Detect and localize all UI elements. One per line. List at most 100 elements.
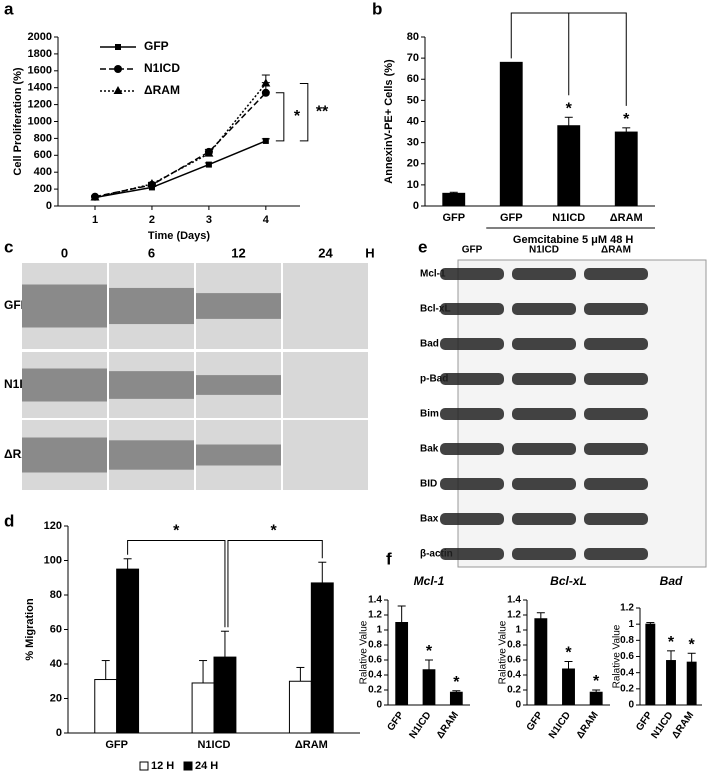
y-tick-label: 0.2 <box>368 685 382 696</box>
blot-row: BID <box>420 479 437 490</box>
x-tick-label: N1ICD <box>547 710 573 741</box>
blot-band <box>512 478 576 490</box>
chart-title: Bcl-xL <box>550 574 587 588</box>
y-tick-label: 1600 <box>28 65 52 77</box>
marker <box>204 148 214 157</box>
blot-band <box>440 303 504 315</box>
y-tick-label: 1 <box>376 625 382 636</box>
blot-band <box>584 338 648 350</box>
scratch-gap <box>22 368 107 402</box>
marker <box>205 161 212 168</box>
x-tick-label: ΔRAM <box>295 739 328 751</box>
panel-label: b <box>372 0 382 18</box>
x-tick-label: N1ICD <box>552 212 585 224</box>
y-tick-label: 0.6 <box>507 655 521 666</box>
y-tick-label: 70 <box>407 52 419 64</box>
blot-band <box>512 408 576 420</box>
time-label: 24 <box>318 245 333 260</box>
y-tick-label: 1.4 <box>368 595 382 606</box>
y-tick-label: 0 <box>515 700 521 711</box>
y-tick-label: 0.6 <box>368 655 382 666</box>
bar <box>288 680 312 734</box>
blot-band <box>584 408 648 420</box>
bar <box>645 623 656 706</box>
y-tick-label: 1 <box>628 619 634 630</box>
annotation: * <box>426 643 433 660</box>
y-tick-label: 60 <box>50 623 62 635</box>
blot-row: Bad <box>420 339 439 350</box>
y-tick-label: 0 <box>376 700 382 711</box>
legend-label: N1ICD <box>144 61 180 75</box>
annotation: * <box>566 100 573 117</box>
marker <box>261 78 271 87</box>
y-tick-label: 0.2 <box>507 685 521 696</box>
blot-band <box>440 443 504 455</box>
y-tick-label: 100 <box>44 554 62 566</box>
x-tick-label: 3 <box>206 214 212 226</box>
blot-band <box>584 548 648 560</box>
panel-label: e <box>418 237 427 256</box>
y-tick-label: 1.4 <box>507 595 521 606</box>
blot-row: p-Bad <box>420 374 448 385</box>
x-tick-label: N1ICD <box>407 710 433 741</box>
y-tick-label: 600 <box>34 149 52 161</box>
x-tick-label: GFP <box>525 710 546 733</box>
scratch-gap <box>22 284 107 328</box>
blot-band <box>584 443 648 455</box>
y-tick-label: 0.8 <box>368 640 382 651</box>
y-tick-label: 30 <box>407 137 419 149</box>
y-tick-label: 0 <box>56 727 62 739</box>
blot-row: Bax <box>420 514 439 525</box>
x-tick-label: ΔRAM <box>575 710 601 741</box>
y-tick-label: 1.2 <box>620 603 634 614</box>
blot-band <box>584 513 648 525</box>
y-tick-label: 0.4 <box>620 667 634 678</box>
bar <box>116 568 140 734</box>
blot-column: GFP <box>462 245 483 256</box>
unit-label: H <box>365 245 374 260</box>
annotation: * <box>294 108 301 125</box>
y-tick-label: 1.2 <box>507 610 521 621</box>
blot-row: Bim <box>420 409 439 420</box>
y-tick-label: 0.2 <box>620 683 634 694</box>
x-tick-label: GFP <box>385 710 406 733</box>
y-tick-label: 200 <box>34 183 52 195</box>
y-tick-label: 1 <box>515 625 521 636</box>
scratch-gap <box>109 440 194 470</box>
y-axis-label: % Migration <box>24 598 36 661</box>
bar <box>557 125 581 207</box>
blot-band <box>440 548 504 560</box>
y-tick-label: 60 <box>407 73 419 85</box>
y-tick-label: 0 <box>628 700 634 711</box>
marker <box>90 192 100 201</box>
y-tick-label: 120 <box>44 520 62 532</box>
y-axis-label: Ralative Value <box>612 624 623 688</box>
annotation: * <box>593 673 600 690</box>
y-axis-label: Cell Proliferation (%) <box>12 67 24 176</box>
legend-marker <box>113 86 123 94</box>
blot-column: ΔRAM <box>601 245 631 256</box>
y-tick-label: 0.4 <box>507 670 521 681</box>
blot-band <box>584 478 648 490</box>
x-tick-label: GFP <box>105 739 128 751</box>
time-label: 0 <box>61 245 68 260</box>
legend-marker <box>114 65 122 73</box>
y-tick-label: 40 <box>50 658 62 670</box>
bracket <box>127 539 226 628</box>
blot-band <box>584 268 648 280</box>
y-tick-label: 10 <box>407 179 419 191</box>
time-label: 12 <box>231 245 245 260</box>
annotation: * <box>453 674 460 691</box>
y-tick-label: 800 <box>34 132 52 144</box>
y-axis-label: Ralative Value <box>359 620 370 684</box>
x-tick-label: GFP <box>500 212 523 224</box>
y-tick-label: 20 <box>50 692 62 704</box>
bar <box>442 192 466 207</box>
legend-label: 24 H <box>195 760 218 772</box>
blot-band <box>512 548 576 560</box>
y-tick-label: 1.2 <box>368 610 382 621</box>
legend-marker <box>115 44 121 50</box>
annotation: * <box>270 523 277 540</box>
x-tick-label: ΔRAM <box>670 710 696 741</box>
